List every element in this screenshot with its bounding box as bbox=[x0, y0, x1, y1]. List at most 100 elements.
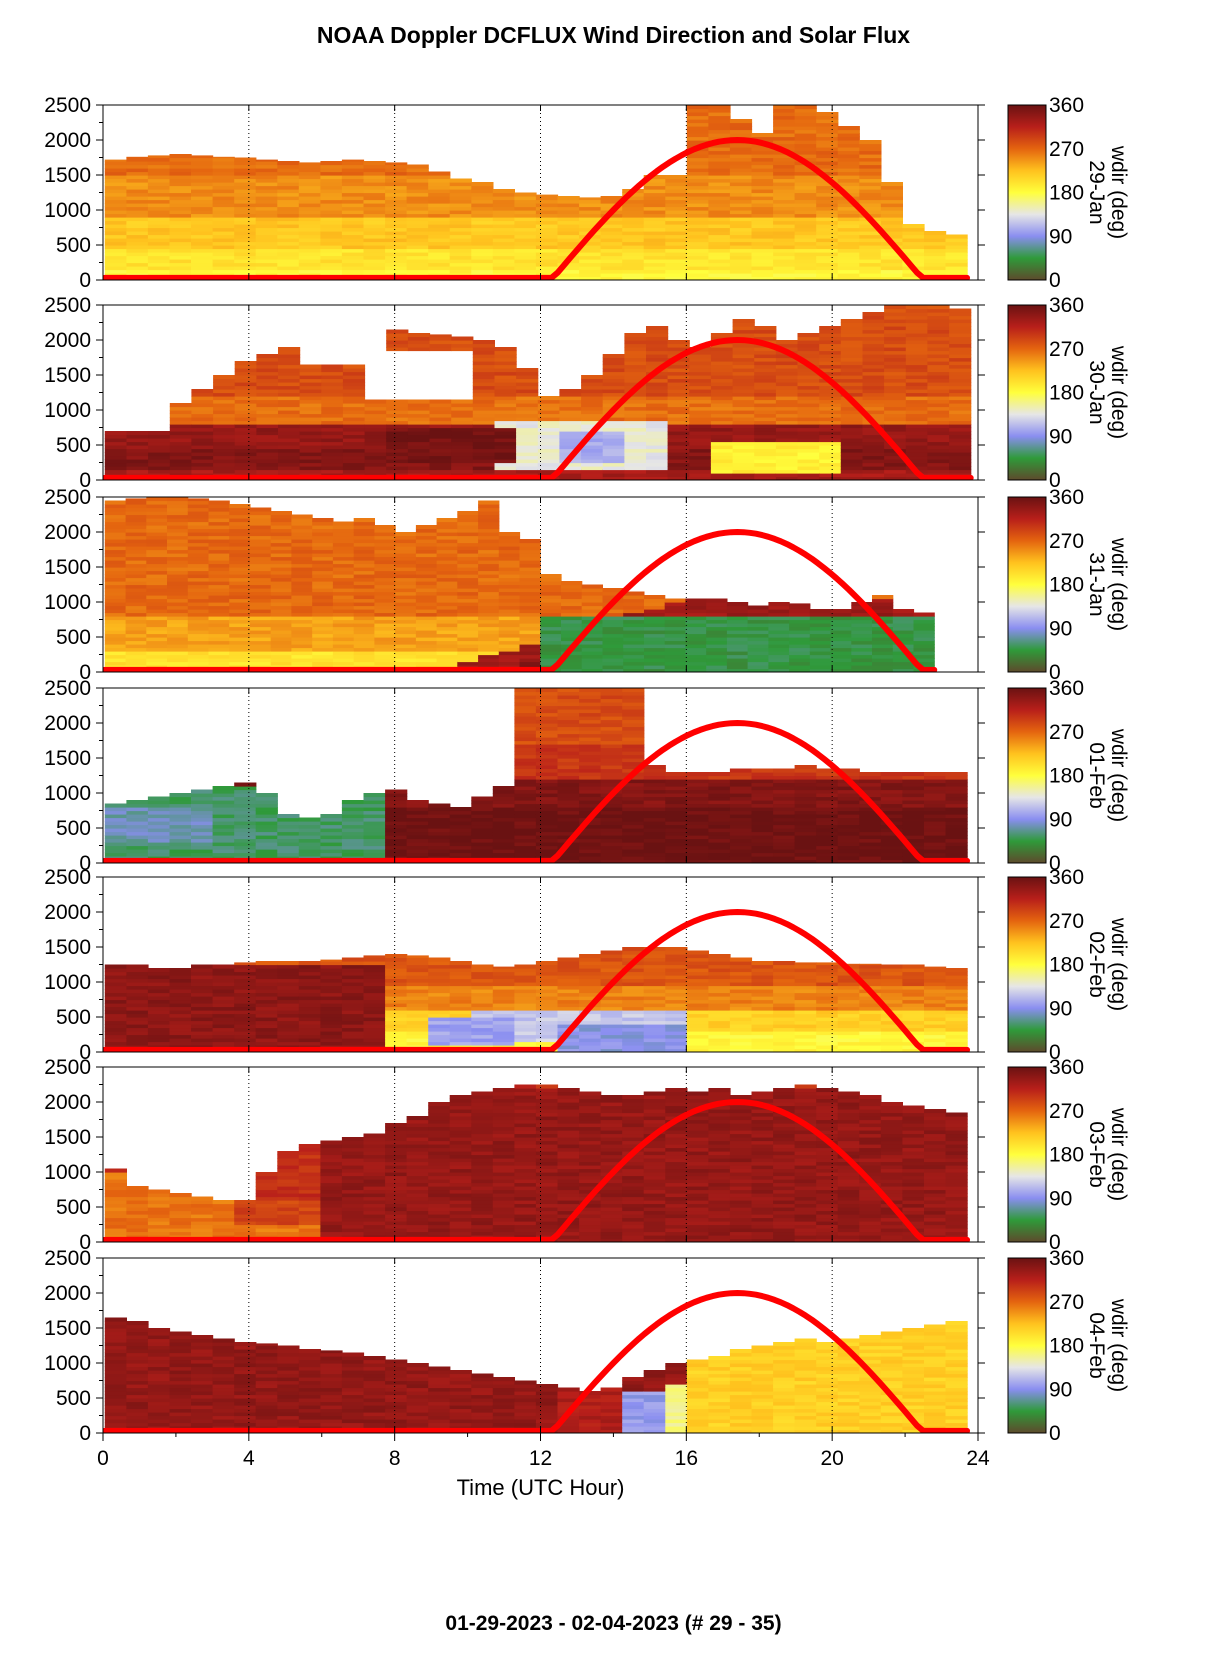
data-cell bbox=[622, 828, 645, 833]
data-cell bbox=[298, 217, 321, 222]
data-cell bbox=[406, 185, 429, 190]
data-cell bbox=[859, 189, 882, 194]
data-cell bbox=[478, 602, 500, 607]
data-cell bbox=[949, 389, 972, 394]
data-cell bbox=[927, 466, 950, 471]
data-cell bbox=[234, 849, 257, 854]
data-cell bbox=[415, 630, 438, 635]
data-cell bbox=[905, 319, 928, 324]
data-cell bbox=[945, 245, 968, 250]
data-cell bbox=[557, 723, 580, 728]
data-cell bbox=[494, 434, 517, 439]
data-cell bbox=[535, 241, 559, 246]
data-cell bbox=[321, 448, 344, 453]
data-cell bbox=[581, 591, 603, 596]
data-cell bbox=[478, 623, 500, 628]
data-cell bbox=[278, 417, 301, 422]
data-cell bbox=[905, 417, 928, 422]
data-cell bbox=[255, 266, 278, 271]
data-cell bbox=[913, 661, 935, 666]
data-cell bbox=[514, 248, 537, 253]
data-cell bbox=[732, 319, 755, 324]
data-cell bbox=[428, 266, 451, 271]
data-cell bbox=[104, 567, 127, 572]
data-cell bbox=[406, 189, 429, 194]
data-cell bbox=[341, 234, 365, 239]
data-cell bbox=[395, 605, 417, 610]
data-cell bbox=[374, 574, 396, 579]
data-cell bbox=[342, 452, 366, 457]
data-cell bbox=[686, 793, 709, 798]
data-cell bbox=[353, 633, 375, 638]
data-cell bbox=[535, 716, 559, 721]
data-cell bbox=[147, 838, 171, 843]
data-cell bbox=[407, 455, 431, 460]
data-cell bbox=[686, 835, 709, 840]
data-cell bbox=[126, 224, 149, 229]
data-cell bbox=[385, 807, 408, 812]
data-cell bbox=[768, 605, 790, 610]
data-cell bbox=[519, 591, 541, 596]
data-cell bbox=[492, 807, 515, 812]
data-cell bbox=[732, 396, 755, 401]
data-cell bbox=[270, 609, 292, 614]
data-cell bbox=[191, 252, 214, 257]
data-cell bbox=[385, 168, 408, 173]
data-cell bbox=[623, 637, 645, 642]
data-cell bbox=[104, 452, 127, 457]
data-cell bbox=[602, 417, 625, 422]
data-cell bbox=[797, 375, 820, 380]
data-cell bbox=[729, 122, 753, 127]
data-cell bbox=[830, 626, 852, 631]
data-cell bbox=[167, 623, 189, 628]
data-cell bbox=[754, 375, 777, 380]
data-cell bbox=[492, 192, 515, 197]
data-cell bbox=[643, 234, 666, 239]
data-cell bbox=[449, 817, 472, 822]
data-cell bbox=[187, 651, 210, 656]
data-cell bbox=[686, 772, 709, 777]
data-cell bbox=[710, 382, 734, 387]
data-cell bbox=[667, 417, 690, 422]
data-cell bbox=[415, 574, 438, 579]
data-cell bbox=[775, 420, 799, 425]
data-cell bbox=[146, 511, 168, 516]
data-cell bbox=[395, 658, 417, 663]
data-cell bbox=[557, 695, 580, 700]
data-cell bbox=[104, 852, 127, 857]
data-cell bbox=[494, 452, 517, 457]
data-cell bbox=[557, 273, 580, 278]
data-cell bbox=[535, 269, 559, 274]
data-cell bbox=[125, 623, 147, 628]
data-cell bbox=[689, 413, 712, 418]
data-cell bbox=[726, 630, 749, 635]
data-cell bbox=[385, 793, 408, 798]
data-cell bbox=[561, 598, 583, 603]
data-cell bbox=[385, 196, 408, 201]
data-cell bbox=[768, 609, 790, 614]
data-cell bbox=[277, 266, 300, 271]
data-cell bbox=[494, 403, 517, 408]
data-cell bbox=[167, 507, 189, 512]
data-cell bbox=[498, 532, 521, 537]
data-cell bbox=[457, 556, 479, 561]
data-cell bbox=[332, 591, 355, 596]
data-cell bbox=[913, 616, 935, 621]
data-cell bbox=[775, 375, 799, 380]
data-cell bbox=[341, 178, 365, 183]
data-cell bbox=[579, 740, 602, 745]
data-cell bbox=[126, 161, 149, 166]
data-cell bbox=[840, 434, 863, 439]
data-cell bbox=[234, 392, 257, 397]
data-cell bbox=[773, 105, 796, 110]
data-cell bbox=[710, 410, 734, 415]
data-cell bbox=[471, 828, 494, 833]
data-cell bbox=[819, 385, 842, 390]
data-cell bbox=[927, 361, 950, 366]
data-cell bbox=[557, 234, 580, 239]
data-cell bbox=[729, 199, 753, 204]
data-cell bbox=[208, 581, 230, 586]
data-cell bbox=[147, 206, 171, 211]
data-cell bbox=[949, 448, 972, 453]
data-cell bbox=[751, 276, 774, 280]
